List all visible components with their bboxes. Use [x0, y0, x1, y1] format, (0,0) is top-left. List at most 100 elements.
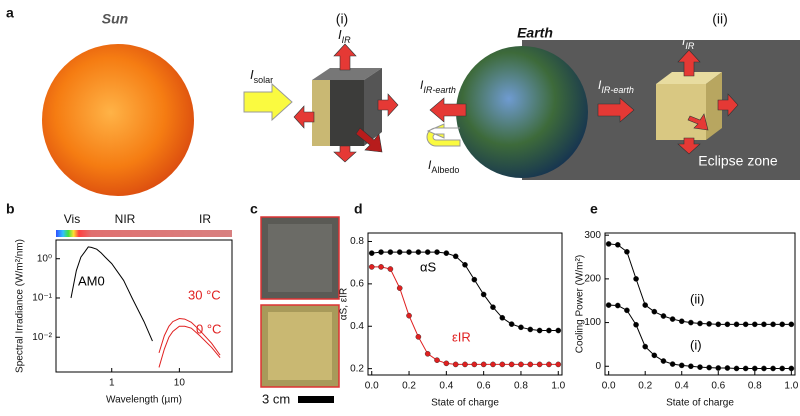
data-point: [536, 361, 543, 368]
series-label: AM0: [78, 273, 105, 288]
series-line: [608, 243, 792, 325]
data-point: [462, 261, 468, 268]
data-point: [697, 320, 703, 327]
data-point: [642, 302, 648, 308]
data-point: [396, 249, 403, 255]
sun-image: [42, 44, 194, 196]
data-point: [387, 249, 394, 255]
y-tick-label: 0.2: [350, 363, 364, 374]
data-point: [669, 361, 676, 367]
ir-arrow: [717, 93, 739, 117]
ir-arrow: [677, 49, 701, 77]
data-point: [697, 364, 703, 370]
y-axis-label: αS, εIR: [339, 288, 350, 320]
data-point: [761, 365, 767, 372]
data-point: [471, 361, 478, 368]
data-point: [788, 321, 795, 328]
data-point: [471, 276, 478, 283]
data-point: [396, 285, 403, 291]
data-point: [605, 302, 612, 308]
data-point: [415, 334, 422, 340]
data-point: [715, 365, 722, 371]
y-tick-label: 0: [595, 361, 601, 372]
x-tick-label: 0.4: [675, 381, 689, 392]
panel-label: b: [6, 201, 15, 217]
data-point: [761, 321, 767, 328]
band-label: NIR: [115, 212, 136, 226]
data-point: [518, 324, 524, 331]
data-point: [742, 321, 749, 328]
data-point: [443, 250, 450, 256]
y-tick-label: 200: [584, 274, 601, 285]
plot-frame: [55, 239, 233, 373]
data-point: [508, 321, 515, 327]
ir-arrow: [597, 97, 635, 123]
x-tick-label: 0.6: [711, 381, 725, 392]
data-point: [518, 361, 524, 368]
y-tick-label: 0.8: [350, 236, 364, 247]
y-tick-label: 10⁻²: [32, 332, 52, 343]
x-tick-label: 0.0: [602, 381, 616, 392]
data-point: [742, 365, 749, 372]
data-point: [452, 361, 459, 368]
cube: [330, 80, 364, 146]
panel-label: e: [590, 201, 598, 217]
series-label: εIR: [452, 329, 471, 344]
data-point: [434, 249, 440, 255]
series-line: [70, 246, 153, 342]
data-point: [490, 304, 496, 310]
data-point: [508, 361, 515, 368]
data-point: [770, 365, 776, 372]
data-point: [614, 241, 621, 248]
data-point: [733, 321, 740, 328]
flux-label: IIR: [682, 34, 695, 51]
series-line: [158, 317, 221, 356]
data-point: [499, 361, 506, 368]
data-point: [642, 343, 648, 350]
data-point: [779, 321, 786, 328]
data-point: [415, 249, 422, 255]
data-point: [546, 327, 552, 334]
series-line: [158, 325, 221, 368]
earth-image: [456, 46, 588, 178]
x-tick-label: 0.6: [477, 381, 491, 392]
y-tick-label: 10⁻¹: [32, 293, 52, 304]
x-axis-label: State of charge: [666, 398, 734, 409]
data-point: [368, 264, 375, 270]
flux-label: IIR-earth: [420, 78, 456, 95]
sample-photo: [268, 312, 332, 380]
y-tick-label: 300: [584, 230, 601, 241]
series-label: (ii): [690, 291, 704, 306]
ir-arrow: [429, 97, 467, 123]
flux-label: IAlbedo: [428, 158, 459, 175]
data-point: [527, 326, 534, 333]
cube: [656, 84, 706, 140]
stage-label: (ii): [712, 11, 728, 27]
series-label: 30 °C: [188, 287, 221, 302]
data-point: [387, 266, 394, 272]
data-point: [633, 276, 639, 282]
series-line: [371, 266, 559, 365]
data-point: [651, 352, 658, 359]
data-point: [688, 363, 694, 370]
data-point: [368, 250, 375, 256]
data-point: [462, 361, 468, 368]
data-point: [624, 248, 630, 255]
x-tick-label: 0.2: [638, 381, 652, 392]
series-label: αS: [420, 259, 437, 274]
data-point: [424, 351, 431, 357]
plot-frame: [604, 232, 796, 376]
ir-arrow: [377, 93, 399, 117]
data-point: [443, 360, 450, 367]
x-tick-label: 0.8: [748, 381, 762, 392]
sample-photo: [268, 224, 332, 292]
ir-arrow: [687, 113, 709, 131]
band-label: Vis: [64, 212, 80, 226]
data-point: [678, 362, 685, 369]
ir-arrow: [293, 105, 315, 129]
x-tick-label: 1.0: [784, 381, 798, 392]
data-point: [633, 321, 639, 328]
data-point: [788, 365, 795, 372]
x-axis-label: Wavelength (µm): [106, 395, 182, 406]
